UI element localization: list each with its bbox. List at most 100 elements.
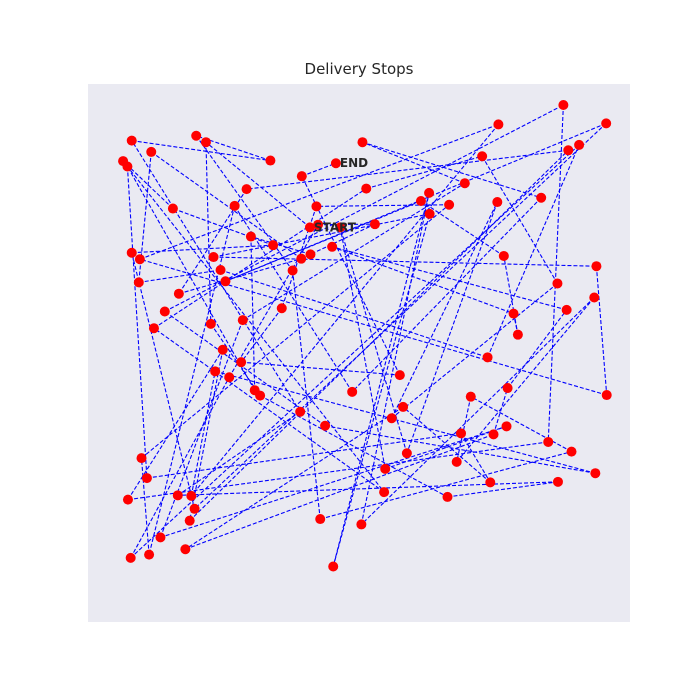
delivery-stop-point [347, 386, 358, 397]
delivery-stop-point [369, 219, 380, 230]
route-segment [215, 370, 596, 474]
route-segment [190, 371, 216, 496]
route-segment [196, 135, 271, 162]
delivery-stop-point [173, 288, 184, 299]
route-segment [402, 406, 491, 483]
delivery-stop-point [180, 544, 191, 555]
delivery-stop-point [148, 323, 159, 334]
plot-background [88, 84, 630, 622]
route-segment [301, 175, 401, 376]
route-segment [339, 227, 386, 470]
route-segment [131, 252, 196, 509]
route-segment [177, 411, 301, 496]
route-segment [242, 182, 466, 321]
delivery-stop-point [208, 252, 219, 263]
route-segment [362, 141, 466, 184]
delivery-stop-point [590, 468, 601, 479]
delivery-stop-point [552, 278, 563, 289]
delivery-stop-point [296, 171, 307, 182]
delivery-stop-point [456, 428, 467, 439]
delivery-stop-point [296, 253, 307, 264]
delivery-stop-point [311, 201, 322, 212]
delivery-stop-point [313, 219, 324, 230]
delivery-stop-point [591, 261, 602, 272]
route-segment [130, 144, 580, 559]
delivery-stop-point [601, 118, 612, 129]
route-segment [320, 451, 572, 520]
delivery-stop-point [424, 208, 435, 219]
delivery-stop-point [200, 137, 211, 148]
delivery-stop-point [224, 372, 235, 383]
route-segment [194, 122, 607, 510]
point-layer [118, 100, 612, 572]
delivery-stop-point [459, 178, 470, 189]
route-segment [131, 140, 271, 162]
route-segment [366, 155, 483, 190]
route-segment [153, 327, 385, 493]
route-segment [316, 204, 450, 207]
route-segment [210, 323, 261, 396]
delivery-stop-point [327, 241, 338, 252]
delivery-stop-point [191, 130, 202, 141]
route-segment [126, 166, 256, 391]
delivery-stop-point [512, 329, 523, 340]
delivery-stop-point [189, 503, 200, 514]
delivery-stop-point [237, 315, 248, 326]
chart-title: Delivery Stops [304, 60, 414, 78]
route-segment [122, 160, 385, 493]
delivery-stop-point [134, 254, 145, 265]
delivery-stop-point [558, 100, 569, 111]
delivery-stop-point [498, 250, 509, 261]
delivery-stop-point [217, 344, 228, 355]
delivery-stop-point [485, 477, 496, 488]
delivery-stop-point [184, 515, 195, 526]
route-segment [259, 395, 448, 498]
route-segment [185, 433, 494, 550]
route-segment [595, 266, 608, 396]
route-segment [360, 297, 595, 525]
route-segment [228, 224, 319, 378]
route-segment [139, 123, 499, 260]
delivery-stop-point [444, 199, 455, 210]
route-segment [460, 433, 491, 483]
delivery-stop-point [398, 401, 409, 412]
route-segment [185, 406, 404, 550]
delivery-stop-point [126, 247, 137, 258]
route-segment [146, 432, 462, 479]
delivery-stop-point [220, 276, 231, 287]
route-segment [470, 396, 572, 453]
delivery-stop-point [589, 292, 600, 303]
route-segment [189, 149, 569, 522]
delivery-stop-point [563, 145, 574, 156]
delivery-stop-point [328, 561, 339, 572]
delivery-stop-point [118, 156, 129, 167]
delivery-stop-point [451, 456, 462, 467]
route-segment [250, 236, 256, 391]
route-segment [487, 144, 580, 358]
route-segment [127, 441, 549, 501]
delivery-stop-point [159, 306, 170, 317]
route-segment [406, 201, 498, 454]
delivery-stop-point [380, 463, 391, 474]
delivery-stop-point [536, 192, 547, 203]
delivery-stop-point [215, 264, 226, 275]
delivery-stop-point [133, 277, 144, 288]
route-segment [130, 376, 230, 559]
route-segment [420, 200, 505, 257]
route-segment [164, 311, 326, 427]
delivery-stop-point [502, 383, 513, 394]
route-segment [332, 192, 430, 567]
route-segment [241, 361, 400, 376]
route-segment [189, 349, 224, 521]
delivery-stop-point [330, 158, 341, 169]
delivery-stop-point [167, 203, 178, 214]
route-segment [391, 201, 498, 419]
route-segment [213, 213, 430, 258]
route-segment [492, 387, 509, 435]
stop-annotation: START [314, 220, 357, 234]
delivery-stop-point [241, 184, 252, 195]
route-segment [225, 122, 607, 282]
route-segment [362, 141, 542, 199]
